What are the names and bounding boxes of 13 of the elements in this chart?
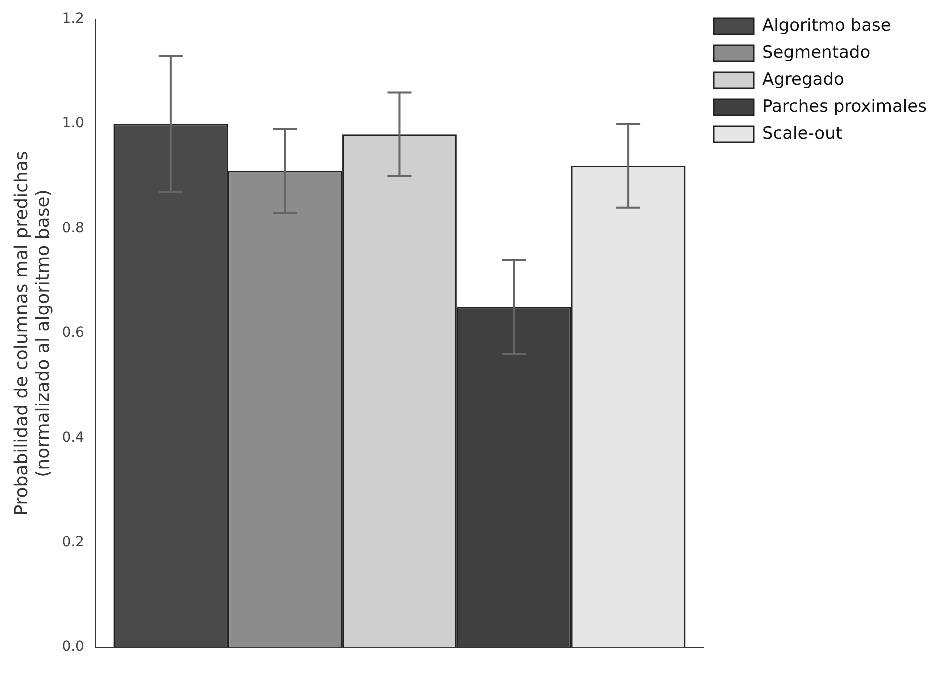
y-tick-label: 0.8 bbox=[62, 220, 84, 236]
legend-label: Segmentado bbox=[762, 42, 871, 63]
y-tick-label: 0.4 bbox=[62, 430, 85, 446]
y-axis-title: Probabilidad de columnas mal predichas (normalizado al algoritmo base) bbox=[11, 151, 54, 516]
legend-label: Scale-out bbox=[762, 124, 843, 144]
y-tick-label: 0.0 bbox=[62, 639, 84, 656]
y-tick-label: 0.6 bbox=[62, 325, 85, 342]
y-tick-label: 1.2 bbox=[62, 11, 84, 28]
y-tick-label: 1.0 bbox=[62, 116, 84, 132]
legend-label: Algoritmo base bbox=[762, 16, 892, 36]
y-tick-label: 0.2 bbox=[62, 534, 84, 551]
legend-label: Agregado bbox=[762, 70, 844, 90]
legend-label: Parches proximales bbox=[762, 96, 928, 117]
